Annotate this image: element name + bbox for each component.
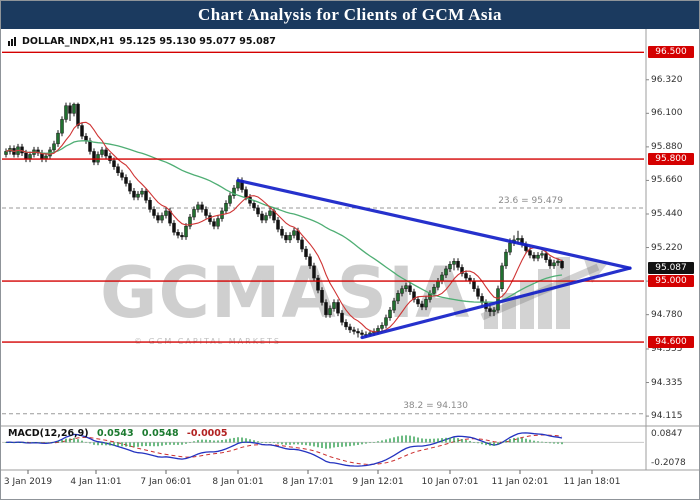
macd-main-line [5, 432, 563, 467]
watermark-text: GCMASIA [100, 252, 471, 334]
horizontal-level-lines [2, 51, 644, 343]
macd-panel [2, 432, 644, 467]
macd-histogram [5, 435, 563, 449]
title-bar: Chart Analysis for Clients of GCM Asia [0, 0, 700, 29]
page-title: Chart Analysis for Clients of GCM Asia [198, 4, 502, 24]
ma-slow-line [5, 140, 563, 303]
ma-slow [5, 140, 563, 303]
candles-series [4, 102, 564, 338]
ma-fast-line [5, 121, 563, 333]
ma-fast [5, 121, 563, 333]
macd-signal-line [6, 434, 563, 465]
fibonacci-lines [2, 207, 644, 415]
panel-borders [0, 29, 700, 474]
triangle-pattern [236, 178, 632, 340]
